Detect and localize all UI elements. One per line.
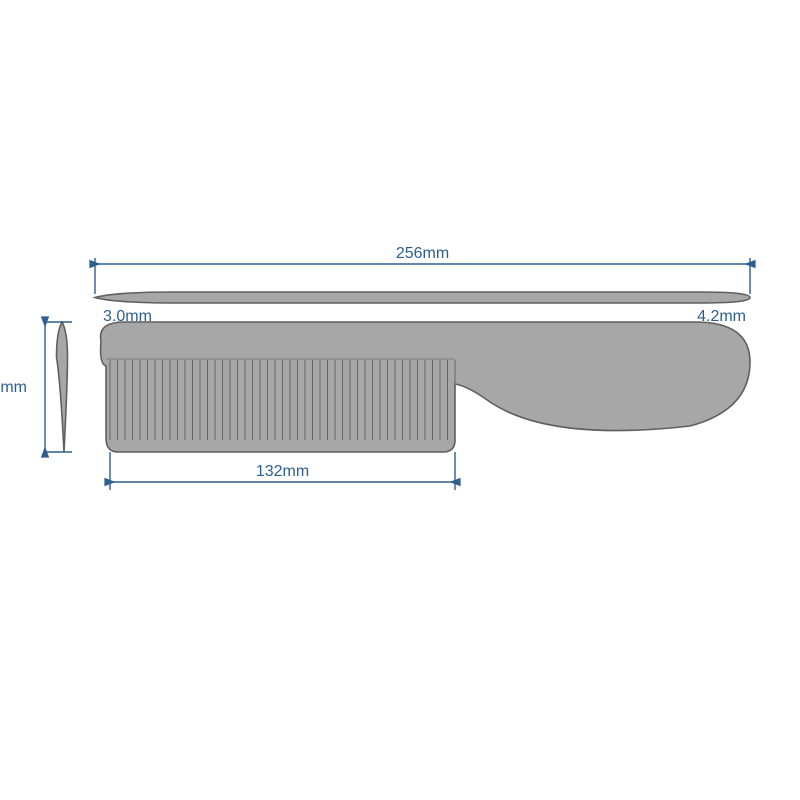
overall-length-label: 256mm	[396, 245, 449, 262]
teeth-width-label: 132mm	[256, 463, 309, 480]
top-profile	[95, 292, 750, 303]
height-label: 51mm	[0, 379, 27, 396]
side-profile	[57, 322, 68, 452]
